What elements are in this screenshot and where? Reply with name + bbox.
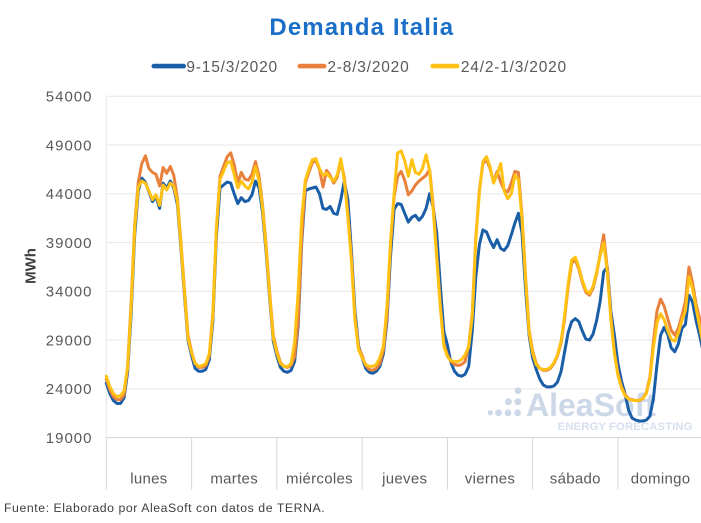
svg-text:AleaSoft: AleaSoft xyxy=(526,387,656,423)
svg-text:9-15/3/2020: 9-15/3/2020 xyxy=(186,59,278,76)
svg-text:29000: 29000 xyxy=(46,332,93,349)
svg-text:viernes: viernes xyxy=(465,471,515,488)
svg-text:ENERGY FORECASTING: ENERGY FORECASTING xyxy=(558,421,693,433)
svg-text:24000: 24000 xyxy=(46,381,93,398)
svg-text:Fuente: Elaborado por AleaSoft: Fuente: Elaborado por AleaSoft con datos… xyxy=(4,501,325,515)
svg-text:jueves: jueves xyxy=(381,471,427,488)
svg-text:domingo: domingo xyxy=(631,471,691,488)
svg-text:Demanda Italia: Demanda Italia xyxy=(269,14,454,41)
svg-text:34000: 34000 xyxy=(46,284,93,301)
svg-text:54000: 54000 xyxy=(46,89,93,106)
svg-text:MWh: MWh xyxy=(23,248,40,284)
svg-text:miércoles: miércoles xyxy=(286,471,353,488)
svg-text:39000: 39000 xyxy=(46,235,93,252)
svg-text:19000: 19000 xyxy=(46,430,93,447)
svg-text:44000: 44000 xyxy=(46,186,93,203)
svg-text:24/2-1/3/2020: 24/2-1/3/2020 xyxy=(461,59,567,76)
svg-text:lunes: lunes xyxy=(130,471,167,488)
svg-text:martes: martes xyxy=(210,471,258,488)
svg-text:sábado: sábado xyxy=(550,471,601,488)
svg-text:2-8/3/2020: 2-8/3/2020 xyxy=(327,59,409,76)
svg-text:49000: 49000 xyxy=(46,137,93,154)
